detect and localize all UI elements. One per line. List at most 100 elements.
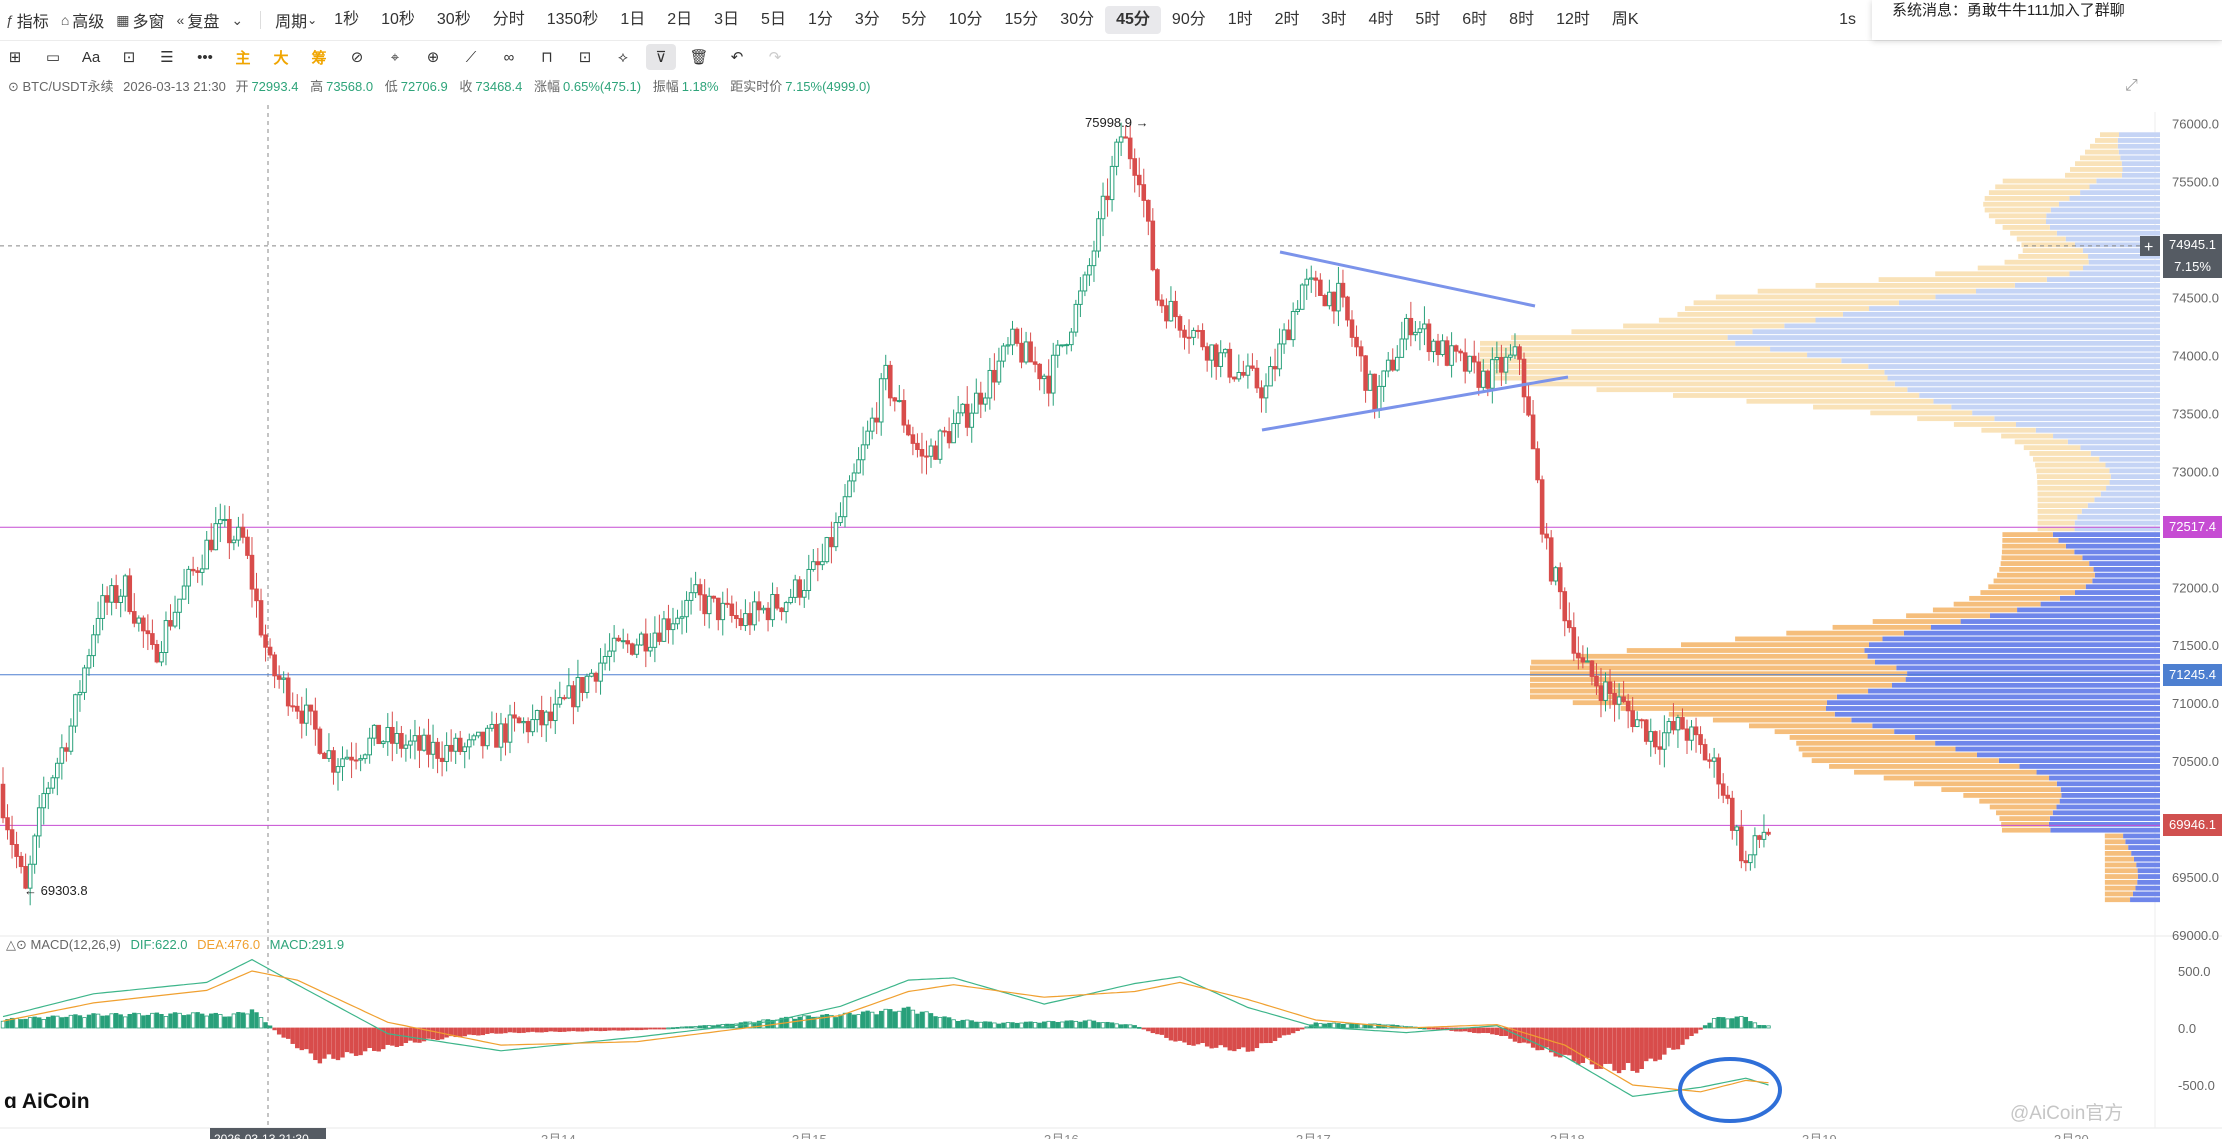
candle (716, 598, 720, 631)
draw-tool-icon[interactable]: ☰ (152, 44, 182, 70)
candle (1414, 321, 1418, 341)
candle (250, 537, 254, 607)
realtime-interval[interactable]: 1s (1833, 6, 1862, 34)
period-1[interactable]: 10秒 (370, 6, 426, 34)
macd-bar (1617, 1028, 1621, 1073)
period-21[interactable]: 5时 (1404, 6, 1451, 34)
macd-bar (703, 1026, 707, 1028)
profile-row (1963, 793, 2160, 798)
period-16[interactable]: 90分 (1161, 6, 1217, 34)
candle (1717, 754, 1721, 799)
candle (549, 697, 553, 729)
draw-tool-icon[interactable]: ⊘ (342, 44, 372, 70)
period-0[interactable]: 1秒 (323, 6, 370, 34)
profile-row (1530, 677, 2160, 682)
period-24[interactable]: 12时 (1545, 6, 1601, 34)
draw-tool-icon[interactable]: ••• (190, 44, 220, 70)
macd-bar (1042, 1022, 1046, 1028)
collapse-icon[interactable]: ⊙ (8, 79, 23, 94)
draw-tool-icon[interactable]: ⟋ (456, 44, 486, 70)
period-15[interactable]: 45分 (1105, 6, 1161, 34)
overlay-toggle-1[interactable]: 大 (266, 44, 296, 70)
period-11[interactable]: 5分 (891, 6, 938, 34)
candle (259, 589, 263, 638)
period-14[interactable]: 30分 (1049, 6, 1105, 34)
draw-tool-icon[interactable]: ↷ (760, 44, 790, 70)
macd-bar (1332, 1023, 1336, 1028)
draw-tool-icon[interactable]: ⊞ (0, 44, 30, 70)
profile-row (2002, 550, 2160, 555)
draw-tool-icon[interactable]: ⟡ (608, 44, 638, 70)
macd-bar (1165, 1028, 1169, 1038)
period-2[interactable]: 30秒 (426, 6, 482, 34)
plus-icon: + (2144, 239, 2153, 256)
more-button[interactable]: ⌄ (225, 6, 252, 34)
macd-bar (46, 1017, 50, 1028)
macd-legend: △⊙ MACD(12,26,9) DIF:622.0 DEA:476.0 MAC… (6, 937, 344, 953)
draw-tool-icon[interactable]: ⊓ (532, 44, 562, 70)
advanced-button[interactable]: ⌂ 高级 (55, 6, 110, 34)
draw-tool-icon[interactable]: ⊽ (646, 44, 676, 70)
period-5[interactable]: 1日 (609, 6, 656, 34)
overlay-toggle-2[interactable]: 筹 (304, 44, 334, 70)
period-7[interactable]: 3日 (703, 6, 750, 34)
macd-bar (807, 1016, 811, 1028)
macd-bar (553, 1028, 557, 1031)
macd-bar (925, 1012, 929, 1028)
candle (517, 716, 521, 723)
macd-bar (1753, 1023, 1757, 1028)
period-22[interactable]: 6时 (1451, 6, 1498, 34)
period-19[interactable]: 3时 (1311, 6, 1358, 34)
macd-bar (1536, 1028, 1540, 1050)
macd-bar (762, 1020, 766, 1028)
period-17[interactable]: 1时 (1217, 6, 1264, 34)
candle (1201, 323, 1205, 350)
profile-row (1735, 637, 2160, 642)
macd-bar (802, 1016, 806, 1028)
candle (1654, 731, 1658, 755)
indicator-button[interactable]: ƒ 指标 (0, 6, 55, 34)
period-dropdown[interactable]: 周期 ⌄ (269, 6, 323, 34)
period-12[interactable]: 10分 (938, 6, 994, 34)
draw-tool-icon[interactable]: ▭ (38, 44, 68, 70)
system-notification[interactable]: 系统消息：勇敢牛牛111加入了群聊 (1872, 0, 2222, 40)
replay-button[interactable]: «复盘 (171, 6, 226, 34)
price-tick: 72000.0 (2172, 580, 2219, 595)
draw-tool-icon[interactable]: ↶ (722, 44, 752, 70)
candle (449, 729, 453, 761)
macd-bar (1291, 1028, 1295, 1033)
draw-tool-icon[interactable]: ⊡ (114, 44, 144, 70)
candle (160, 641, 164, 666)
multi-window-button[interactable]: ▦ 多窗 (110, 6, 170, 34)
draw-tool-icon[interactable]: ⌖ (380, 44, 410, 70)
period-3[interactable]: 分时 (482, 6, 536, 34)
candle (522, 717, 526, 733)
period-9[interactable]: 1分 (797, 6, 844, 34)
period-4[interactable]: 1350秒 (536, 6, 610, 34)
draw-tool-icon[interactable]: ∞ (494, 44, 524, 70)
time-tick: 3月18 (1550, 1132, 1585, 1139)
macd-bar (1160, 1028, 1164, 1034)
macd-bar (1156, 1028, 1160, 1034)
period-13[interactable]: 15分 (993, 6, 1049, 34)
draw-tool-icon[interactable]: Aa (76, 44, 106, 70)
period-20[interactable]: 4时 (1357, 6, 1404, 34)
candle (1033, 347, 1037, 373)
period-25[interactable]: 周K (1601, 6, 1650, 34)
period-18[interactable]: 2时 (1264, 6, 1311, 34)
period-6[interactable]: 2日 (656, 6, 703, 34)
draw-tool-icon[interactable]: ⊕ (418, 44, 448, 70)
period-10[interactable]: 3分 (844, 6, 891, 34)
period-8[interactable]: 5日 (750, 6, 797, 34)
draw-tool-icon[interactable]: ⊡ (570, 44, 600, 70)
macd-bar (526, 1028, 530, 1032)
draw-tool-icon[interactable]: 🗑 (684, 44, 714, 70)
macd-settings-icon[interactable]: △⊙ (6, 937, 31, 952)
profile-row (1677, 312, 2160, 317)
period-23[interactable]: 8时 (1498, 6, 1545, 34)
overlay-toggle-0[interactable]: 主 (228, 44, 258, 70)
macd-bar (1608, 1028, 1612, 1063)
profile-row (2021, 242, 2160, 247)
candle (196, 567, 200, 583)
